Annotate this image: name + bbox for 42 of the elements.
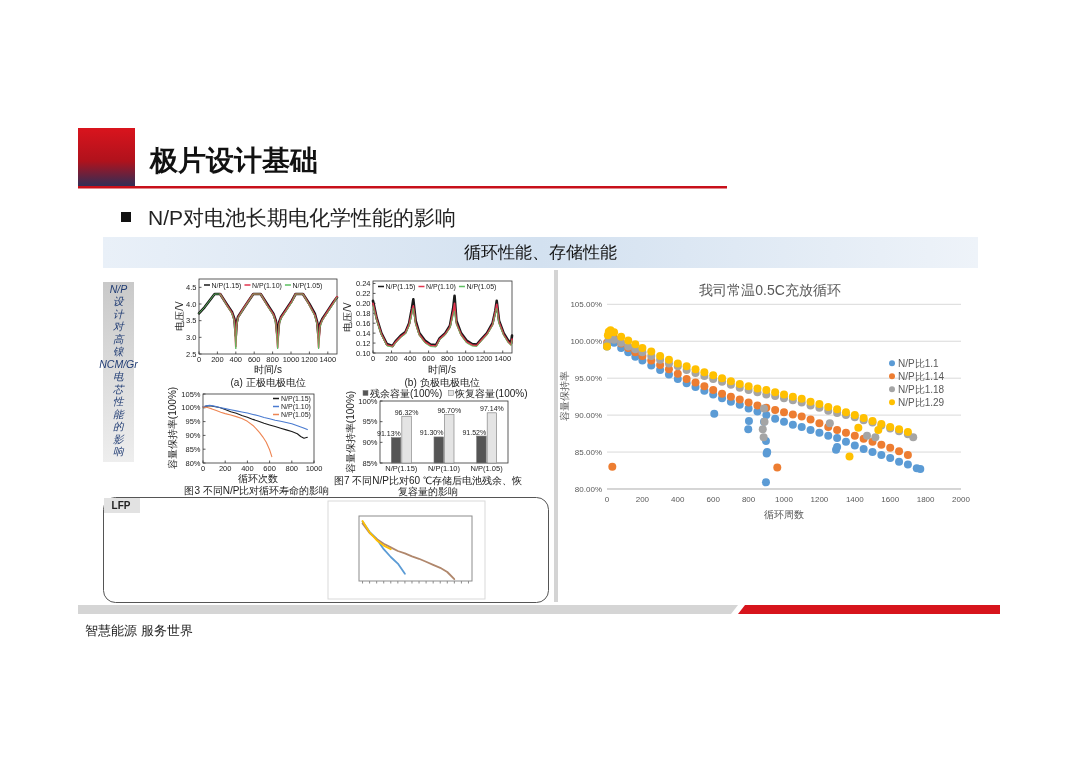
- y-axis-title: 容量保持率(100%): [166, 386, 178, 470]
- legend-label: 残余容量(100%): [370, 387, 443, 399]
- legend-label: 恢复容量(100%): [454, 387, 528, 399]
- caption: 图3 不同N/P比对循环寿命的影响: [184, 484, 330, 496]
- x-tick-label: 800: [741, 494, 756, 504]
- text: 循环性能、存储性能: [463, 242, 617, 262]
- y-tick-label: 95.00%: [574, 373, 602, 383]
- text: LFP: [111, 499, 131, 511]
- x-tick-label: 1800: [916, 494, 936, 504]
- x-tick-label: 0: [604, 494, 610, 504]
- y-tick-label: 105.00%: [570, 299, 602, 309]
- x-axis-title: 时间/s: [428, 364, 456, 375]
- x-tick-label: 2000: [952, 494, 971, 504]
- x-tick-label: 1000: [775, 494, 794, 504]
- text: N/P对电池长期电化学性能的影响: [148, 205, 457, 229]
- y-axis-title: 电压/V: [341, 301, 353, 332]
- x-tick-label: 1600: [881, 494, 900, 504]
- x-tick-label: 200: [635, 494, 650, 504]
- chart-title: 我司常温0.5C充放循环: [699, 282, 841, 298]
- y-tick-label: 80.00%: [574, 484, 602, 494]
- caption: 图7 不同N/P比对60 ℃存储后电池残余、恢复容量的影响: [334, 474, 522, 497]
- y-tick-label: 100.00%: [570, 336, 602, 346]
- text: (a) 正极电极电位: [230, 376, 306, 388]
- legend-label: N/P比1.14: [898, 370, 945, 382]
- y-axis-title: 容量保持率: [558, 371, 570, 421]
- y-axis-title: 容量保持率(100%): [344, 390, 356, 474]
- legend-label: N/P比1.18: [898, 383, 945, 395]
- x-axis-title: 循环周数: [764, 508, 804, 520]
- y-tick-label: 85.00%: [574, 447, 602, 457]
- y-axis-title: 电压/V: [173, 300, 185, 331]
- text: 智慧能源 服务世界: [85, 622, 193, 638]
- x-tick-label: 600: [706, 494, 721, 504]
- text: 极片设计基础: [149, 144, 318, 176]
- x-axis-title: 时间/s: [254, 364, 282, 375]
- x-axis-title: 循环次数: [238, 473, 278, 484]
- x-tick-label: 1400: [845, 494, 865, 504]
- legend-label: N/P比1.29: [898, 396, 945, 408]
- x-tick-label: 400: [671, 494, 686, 504]
- text: (b) 负极电极电位: [404, 376, 480, 388]
- x-tick-label: 1200: [810, 494, 829, 504]
- y-tick-label: 90.00%: [574, 410, 602, 420]
- legend-label: N/P比1.1: [898, 357, 940, 369]
